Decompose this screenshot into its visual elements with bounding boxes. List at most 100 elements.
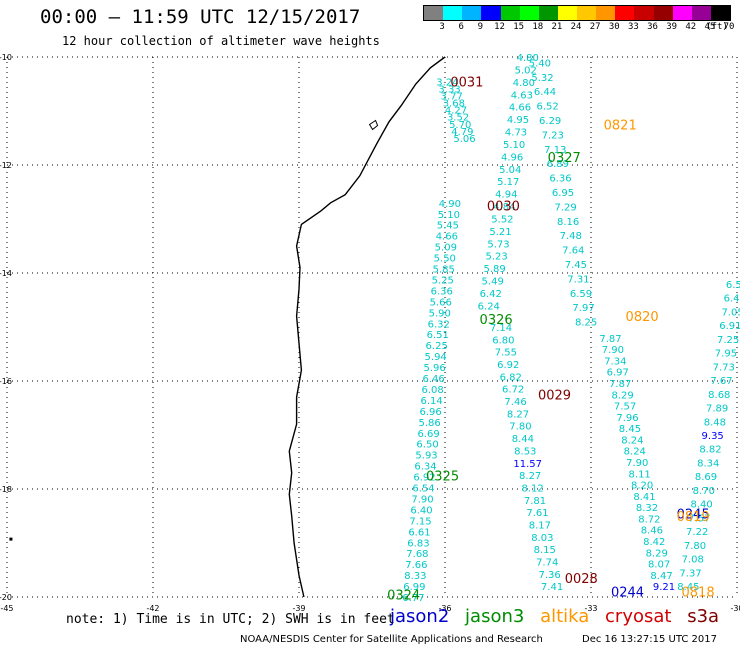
swh-value: 6.24: [478, 301, 500, 312]
swh-value: 7.29: [554, 202, 576, 213]
longitude-label: -42: [146, 604, 159, 613]
pass-label: 0818: [682, 586, 715, 601]
swh-value: 7.23: [542, 130, 564, 141]
swh-value: 8.42: [643, 537, 665, 548]
swh-value: 7.41: [541, 582, 563, 593]
swh-value: 5.17: [497, 177, 519, 188]
swh-value: 6.40: [410, 505, 432, 516]
swh-value: 8.70: [693, 486, 715, 497]
pass-label: 0821: [604, 119, 637, 134]
swh-value: 7.05: [721, 307, 740, 318]
swh-value: 8.12: [521, 483, 543, 494]
swh-value: 7.15: [409, 516, 431, 527]
footer-org: NOAA/NESDIS Center for Satellite Applica…: [240, 634, 543, 645]
color-scale-label: 39: [666, 22, 678, 32]
swh-value: 7.48: [560, 231, 582, 242]
swh-value: 5.40: [529, 58, 551, 69]
swh-value: 8.69: [695, 472, 717, 483]
swh-value: 8.29: [612, 390, 634, 401]
color-scale-label: 30: [608, 22, 620, 32]
swh-value: 8.72: [638, 514, 660, 525]
swh-value: 6.32: [428, 319, 450, 330]
pass-label: 0028: [565, 572, 598, 587]
swh-value: 4.96: [501, 152, 523, 163]
swh-value: 7.73: [713, 362, 735, 373]
pass-label: 0326: [480, 313, 513, 328]
color-swatch: [634, 6, 654, 20]
footer-timestamp: Dec 16 13:27:15 UTC 2017: [582, 634, 717, 645]
coastline-marker: [9, 537, 13, 541]
color-swatch: [481, 6, 501, 20]
swh-value: 6.36: [549, 174, 571, 185]
swh-value: 5.86: [418, 418, 440, 429]
swh-value: 5.25: [432, 275, 454, 286]
color-scale-label: 9: [477, 22, 484, 32]
color-scale-bar: [423, 5, 731, 21]
swh-value: 8.25: [575, 318, 597, 329]
swh-value: 3.52: [447, 113, 469, 124]
legend-s3a: s3a: [687, 606, 720, 627]
swh-value: 7.97: [572, 303, 594, 314]
swh-value: 6.96: [419, 407, 441, 418]
swh-value: 3.33: [438, 84, 460, 95]
swh-value: 8.20: [631, 481, 653, 492]
swh-value: 8.15: [534, 545, 556, 556]
note-text: note: 1) Time is in UTC; 2) SWH is in fe…: [66, 612, 395, 627]
color-scale-label: 27: [589, 22, 601, 32]
swh-value: 4.63: [511, 90, 533, 101]
swh-value: 3.24: [436, 77, 458, 88]
swh-value: 8.44: [512, 434, 534, 445]
longitude-label: -39: [292, 604, 305, 613]
latitude-label: -20: [0, 593, 12, 602]
color-swatch: [653, 6, 673, 20]
swh-value: 6.72: [502, 385, 524, 396]
swh-value: 5.85: [433, 265, 455, 276]
swh-value: 8.34: [697, 458, 719, 469]
color-scale-unit: (ft): [706, 22, 728, 32]
swh-value: 8.45: [677, 582, 699, 593]
swh-value: 8.45: [619, 424, 641, 435]
swh-value: 5.89: [484, 264, 506, 275]
swh-value: 6.80: [492, 335, 514, 346]
swh-value: 7.34: [604, 356, 626, 367]
swh-value: 4.80: [513, 78, 535, 89]
swh-value: 4.80: [517, 53, 539, 64]
color-swatch: [538, 6, 558, 20]
swh-value: 6.42: [480, 289, 502, 300]
color-swatch: [519, 6, 539, 20]
swh-value: 8.29: [646, 548, 668, 559]
swh-value: 7.46: [504, 397, 526, 408]
color-swatch: [710, 6, 730, 20]
swh-value: 8.32: [636, 503, 658, 514]
swh-value: 5.10: [503, 140, 525, 151]
swh-value: 7.74: [536, 558, 558, 569]
latitude-label: -18: [0, 485, 12, 494]
latitude-label: -10: [0, 53, 12, 62]
latitude-label: -14: [0, 269, 12, 278]
longitude-label: -36: [438, 604, 451, 613]
swh-value: 7.45: [565, 260, 587, 271]
color-swatch: [672, 6, 692, 20]
color-scale-label: 15: [513, 22, 525, 32]
swh-value: 6.52: [536, 102, 558, 113]
color-scale-label: 12: [494, 22, 505, 32]
color-scale-label: 3: [439, 22, 445, 32]
swh-value: 8.24: [621, 435, 643, 446]
swh-value: 7.31: [567, 274, 589, 285]
swh-value: 6.83: [407, 538, 429, 549]
color-scale-label: 70: [723, 22, 735, 32]
swh-value: 4.84: [493, 202, 515, 213]
swh-value: 6.55: [726, 280, 740, 291]
pass-label: 0245: [677, 507, 710, 522]
swh-value: 6.92: [413, 473, 435, 484]
swh-value: 4.27: [445, 106, 467, 117]
swh-value: 6.59: [570, 289, 592, 300]
color-scale-label: 42: [685, 22, 697, 32]
color-scale-label: 21: [551, 22, 563, 32]
legend-jason3: jason3: [465, 606, 525, 627]
swh-value: 4.94: [495, 190, 517, 201]
swh-value: 7.57: [688, 513, 710, 524]
pass-label: 0030: [487, 200, 520, 215]
color-swatch: [500, 6, 520, 20]
